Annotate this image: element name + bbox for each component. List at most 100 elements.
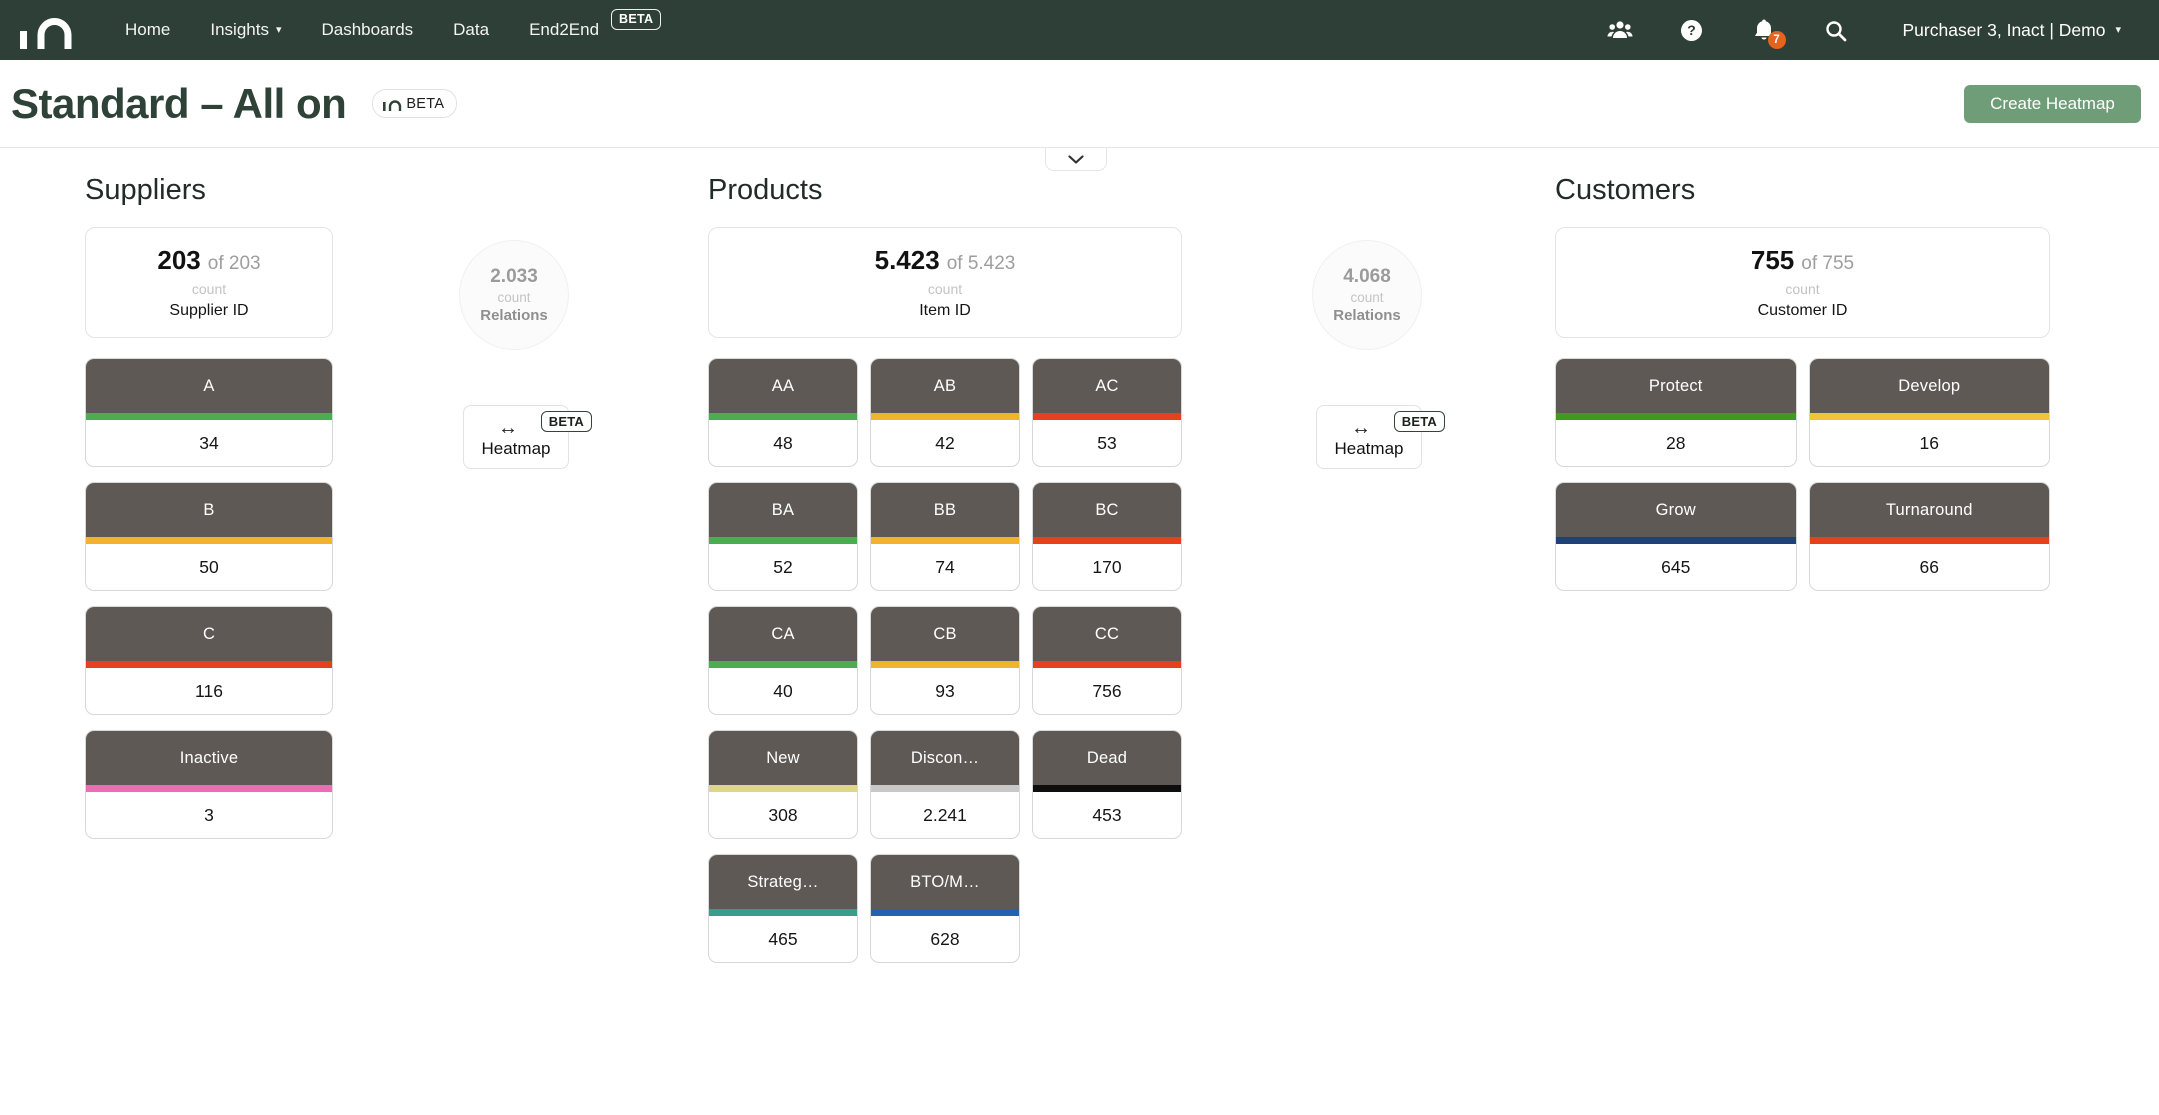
customers-summary-counts: 755 of 755 bbox=[1751, 245, 1854, 276]
products-summary-card[interactable]: 5.423 of 5.423 count Item ID bbox=[708, 227, 1182, 338]
products-count-of: of 5.423 bbox=[946, 253, 1016, 274]
segment-label: New bbox=[766, 748, 800, 767]
segment-value: 42 bbox=[935, 432, 955, 453]
segment-value: 74 bbox=[935, 556, 955, 577]
segment-card-cb[interactable]: CB 93 bbox=[870, 606, 1020, 715]
segment-value: 16 bbox=[1919, 432, 1939, 453]
customers-count: 755 bbox=[1750, 245, 1795, 275]
segment-header: BC bbox=[1033, 483, 1181, 537]
suppliers-dimension: Supplier ID bbox=[169, 302, 249, 319]
suppliers-count-label: count bbox=[191, 281, 227, 297]
segment-header: New bbox=[709, 731, 857, 785]
customers-summary-card[interactable]: 755 of 755 count Customer ID bbox=[1555, 227, 2050, 338]
nav-links: Home Insights ▾ Dashboards Data End2End BE… bbox=[125, 8, 662, 41]
segment-card-ba[interactable]: BA 52 bbox=[708, 482, 858, 591]
products-dimension: Item ID bbox=[919, 302, 971, 319]
segment-card-strategic[interactable]: Strateg… 465 bbox=[708, 854, 858, 963]
notifications-icon[interactable]: 7 bbox=[1751, 17, 1786, 49]
search-icon[interactable] bbox=[1823, 17, 1849, 43]
segment-color-bar bbox=[871, 413, 1019, 420]
help-icon[interactable]: ? bbox=[1679, 17, 1705, 43]
customers-dimension: Customer ID bbox=[1757, 302, 1848, 319]
relations-count: 2.033 bbox=[490, 266, 538, 287]
segment-label: Turnaround bbox=[1885, 500, 1973, 519]
segment-color-bar bbox=[871, 785, 1019, 792]
segment-card-ab[interactable]: AB 42 bbox=[870, 358, 1020, 467]
segment-header: A bbox=[86, 359, 332, 413]
segment-color-bar bbox=[1556, 413, 1796, 420]
create-heatmap-button[interactable]: Create Heatmap bbox=[1964, 84, 2141, 123]
suppliers-summary-counts: 203 of 203 bbox=[157, 245, 260, 276]
segment-card-b[interactable]: B 50 bbox=[85, 482, 333, 591]
segment-card-inactive[interactable]: Inactive 3 bbox=[85, 730, 333, 839]
nav-item-insights[interactable]: Insights ▾ bbox=[210, 20, 281, 40]
user-menu[interactable]: Purchaser 3, Inact | Demo ▾ bbox=[1903, 20, 2122, 41]
products-count: 5.423 bbox=[874, 245, 940, 275]
relations-count: 4.068 bbox=[1343, 266, 1391, 287]
segment-label: BTO/M… bbox=[910, 872, 980, 891]
segment-card-bto[interactable]: BTO/M… 628 bbox=[870, 854, 1020, 963]
segment-label: Develop bbox=[1898, 376, 1961, 395]
nav-item-dashboards[interactable]: Dashboards bbox=[321, 20, 413, 40]
segment-color-bar bbox=[86, 413, 332, 420]
nav-item-end2end-label: End2End bbox=[529, 20, 600, 39]
users-icon-glyph bbox=[1607, 21, 1632, 38]
segment-value: 116 bbox=[195, 680, 223, 701]
segment-card-grow[interactable]: Grow 645 bbox=[1555, 482, 1797, 591]
collapse-panel-toggle[interactable] bbox=[1045, 148, 1107, 171]
segment-label: CA bbox=[771, 624, 795, 643]
segment-header: Protect bbox=[1556, 359, 1796, 413]
segment-card-new[interactable]: New 308 bbox=[708, 730, 858, 839]
segment-value: 2.241 bbox=[923, 804, 967, 825]
segment-header: Develop bbox=[1809, 359, 2049, 413]
segment-card-bb[interactable]: BB 74 bbox=[870, 482, 1020, 591]
segment-card-develop[interactable]: Develop 16 bbox=[1808, 358, 2050, 467]
segment-label: Discon… bbox=[910, 748, 980, 767]
nav-item-data[interactable]: Data bbox=[453, 20, 489, 40]
suppliers-summary-card[interactable]: 203 of 203 count Supplier ID bbox=[85, 227, 333, 338]
segment-color-bar bbox=[1033, 537, 1181, 544]
segment-header: AC bbox=[1033, 359, 1181, 413]
segment-value: 93 bbox=[935, 680, 955, 701]
inact-logo[interactable] bbox=[20, 11, 78, 49]
segment-label: A bbox=[203, 376, 215, 395]
segment-value: 50 bbox=[199, 556, 219, 577]
products-count-label: count bbox=[927, 281, 963, 297]
segment-card-ca[interactable]: CA 40 bbox=[708, 606, 858, 715]
heatmap-button[interactable]: ↔ Heatmap BETA bbox=[1316, 405, 1445, 469]
suppliers-products-relation: 2.033 count Relations ↔ Heatmap BETA bbox=[459, 240, 592, 469]
heatmap-button[interactable]: ↔ Heatmap BETA bbox=[463, 405, 592, 469]
users-icon[interactable] bbox=[1607, 17, 1633, 43]
segment-value: 645 bbox=[1661, 556, 1691, 577]
segment-color-bar bbox=[86, 785, 332, 792]
notification-count-badge: 7 bbox=[1767, 31, 1786, 49]
segment-header: CA bbox=[709, 607, 857, 661]
customers-count-label: count bbox=[1785, 281, 1820, 297]
segment-label: C bbox=[202, 624, 216, 643]
segment-card-protect[interactable]: Protect 28 bbox=[1555, 358, 1797, 467]
customers-count-of: of 755 bbox=[1801, 253, 1855, 274]
top-navigation-bar: Home Insights ▾ Dashboards Data End2End BE… bbox=[0, 0, 2159, 60]
segment-card-a[interactable]: A 34 bbox=[85, 358, 333, 467]
segment-label: Protect bbox=[1648, 376, 1703, 395]
segment-card-turnaround[interactable]: Turnaround 66 bbox=[1808, 482, 2050, 591]
segment-card-aa[interactable]: AA 48 bbox=[708, 358, 858, 467]
relations-label: Relations bbox=[480, 307, 548, 324]
segment-card-ac[interactable]: AC 53 bbox=[1032, 358, 1182, 467]
segment-color-bar bbox=[1809, 537, 2049, 544]
inact-logo-icon bbox=[20, 18, 72, 49]
segment-header: Discon… bbox=[871, 731, 1019, 785]
segment-card-cc[interactable]: CC 756 bbox=[1032, 606, 1182, 715]
segment-value: 66 bbox=[1919, 556, 1939, 577]
products-column: Products 5.423 of 5.423 count Item ID AA… bbox=[708, 173, 1182, 963]
segment-card-dead[interactable]: Dead 453 bbox=[1032, 730, 1182, 839]
segment-header: BA bbox=[709, 483, 857, 537]
segment-card-bc[interactable]: BC 170 bbox=[1032, 482, 1182, 591]
nav-item-end2end[interactable]: End2End BETA bbox=[529, 8, 662, 41]
segment-label: AB bbox=[933, 376, 957, 395]
segment-card-discontinued[interactable]: Discon… 2.241 bbox=[870, 730, 1020, 839]
segment-card-c[interactable]: C 116 bbox=[85, 606, 333, 715]
segment-value: 756 bbox=[1092, 680, 1122, 701]
nav-item-home[interactable]: Home bbox=[125, 20, 170, 40]
segment-color-bar bbox=[709, 661, 857, 668]
